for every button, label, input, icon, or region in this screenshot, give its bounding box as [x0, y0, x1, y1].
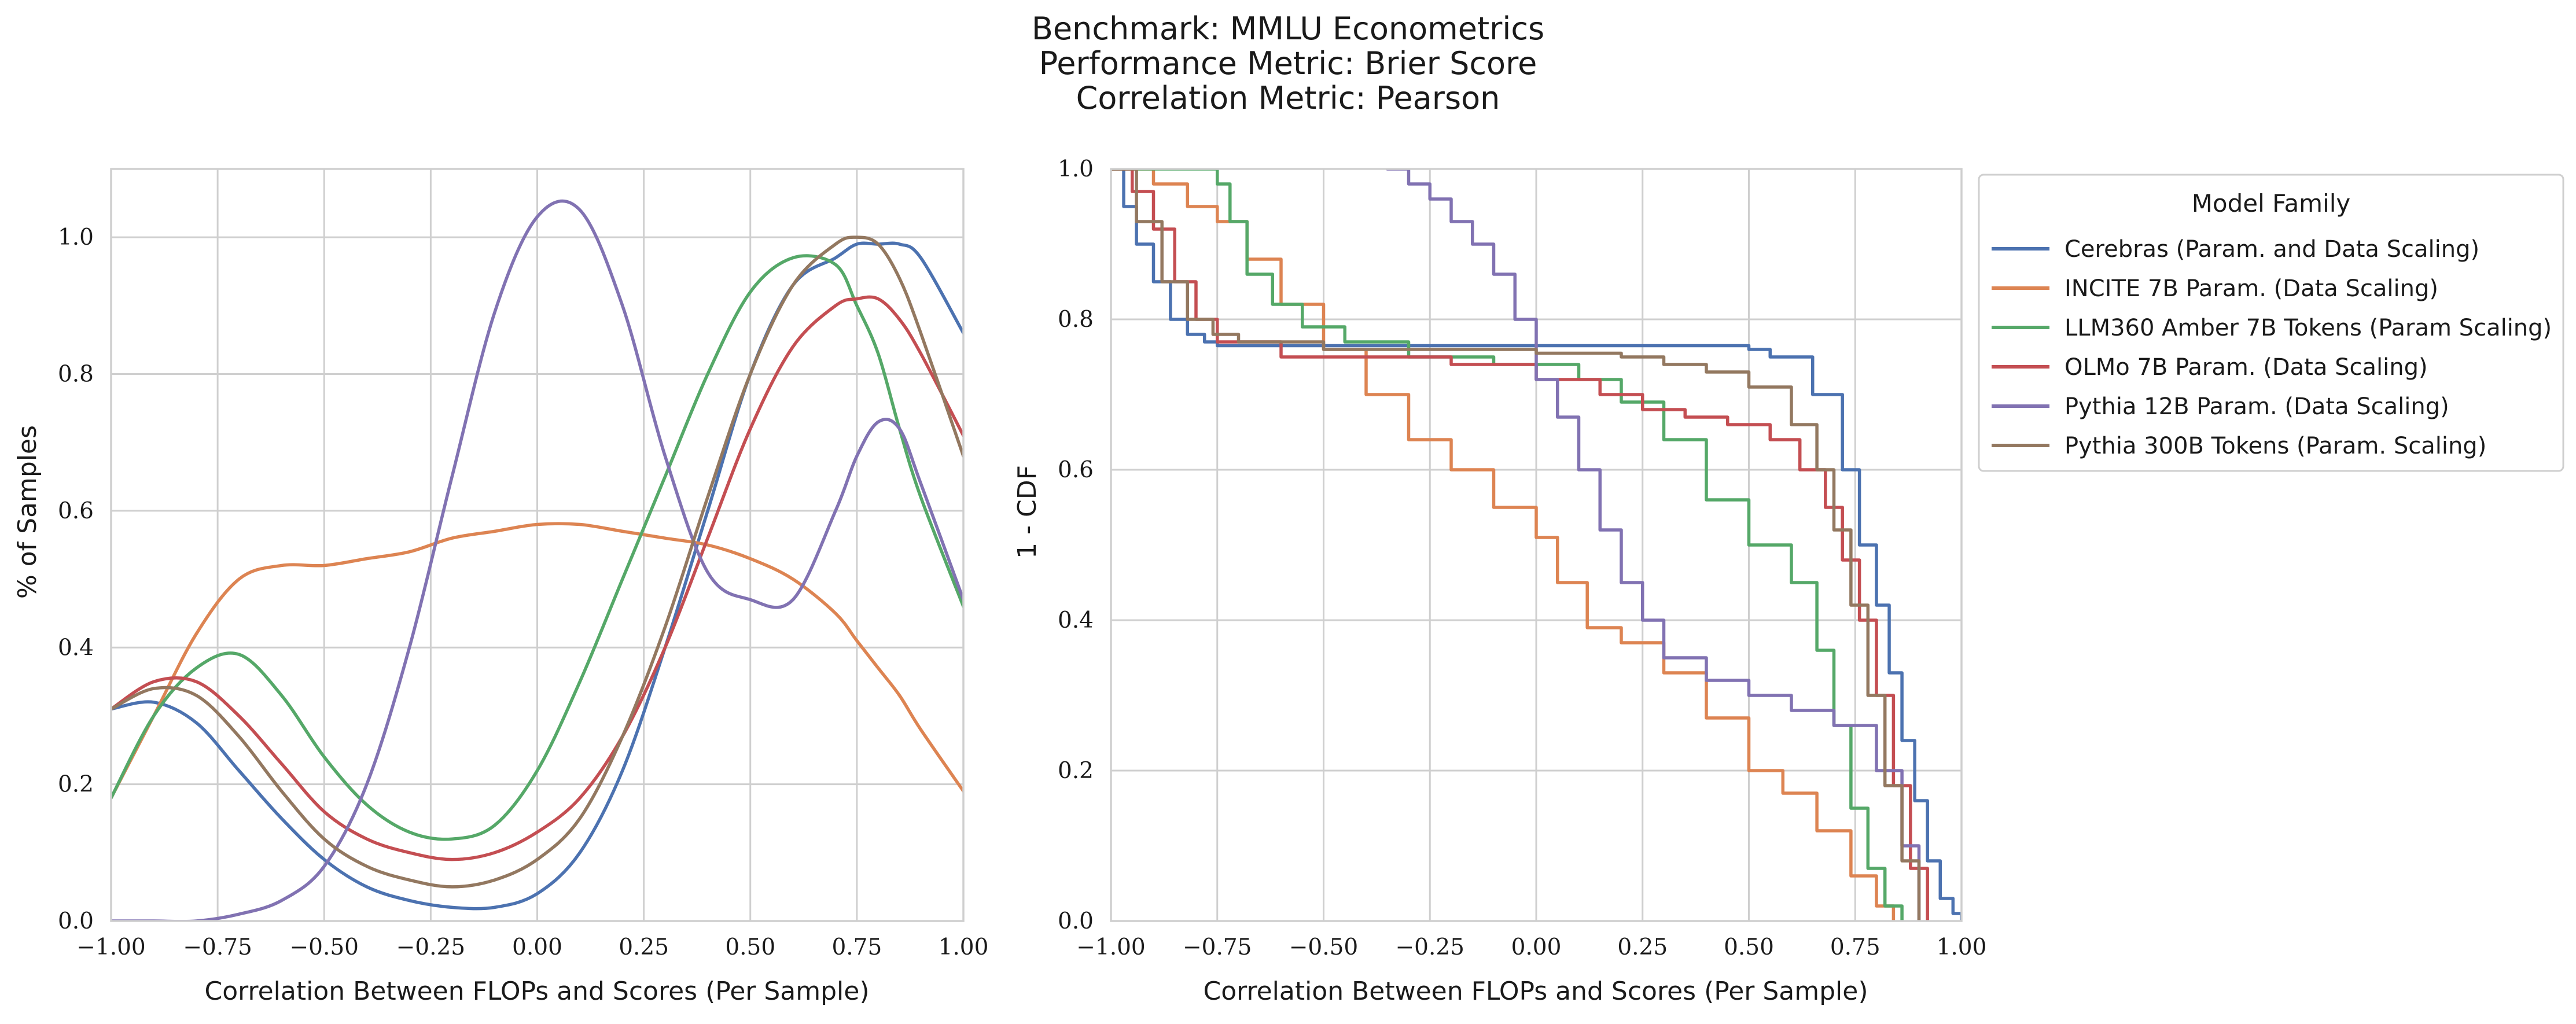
left-series-line-0	[111, 241, 963, 911]
right-plot-frame	[1110, 168, 1963, 922]
legend: Model Family Cerebras (Param. and Data Sc…	[1978, 174, 2564, 472]
survival-chart: −1.00 −0.75 −0.50 −0.25 0.00 0.25 0.50 0.75 1.00…	[1058, 156, 1986, 960]
right-y-tick-label: 0.0	[1058, 908, 1094, 934]
left-y-tick-label: 0.4	[58, 635, 94, 661]
left-x-tick-label: 0.25	[619, 934, 669, 960]
left-x-tick-label: −0.75	[183, 934, 252, 960]
right-y-tick-label: 1.0	[1058, 156, 1094, 182]
legend-entry-4: Pythia 12B Param. (Data Scaling)	[2065, 393, 2449, 420]
right-y-tick-label: 0.4	[1058, 607, 1094, 633]
right-x-tick-label: 1.00	[1937, 934, 1987, 960]
right-series-group	[1111, 169, 1962, 921]
left-x-tick-label: −0.50	[289, 934, 359, 960]
right-x-tick-label: −0.25	[1395, 934, 1464, 960]
legend-entry-3: OLMo 7B Param. (Data Scaling)	[2065, 354, 2428, 381]
left-y-tick-label: 1.0	[58, 224, 94, 251]
right-y-axis-label: 1 - CDF	[1013, 465, 1042, 559]
left-series-line-5	[111, 235, 963, 889]
left-series-line-1	[111, 522, 963, 800]
title-line-2: Performance Metric: Brier Score	[1039, 45, 1537, 82]
right-series-line-5	[1111, 169, 1921, 921]
legend-box	[1978, 174, 2564, 472]
left-series-line-3	[111, 295, 963, 861]
kde-chart: −1.00 −0.75 −0.50 −0.25 0.00 0.25 0.50 0.75 1.00…	[58, 168, 989, 960]
right-series-line-2	[1111, 169, 1904, 921]
right-series-line-4	[1386, 169, 1921, 921]
left-series-group	[111, 199, 963, 921]
left-plot-frame	[110, 168, 965, 922]
right-x-tick-label: 0.25	[1617, 934, 1668, 960]
left-y-tick-label: 0.0	[58, 908, 94, 934]
legend-entry-5: Pythia 300B Tokens (Param. Scaling)	[2065, 433, 2486, 459]
right-y-tick-label: 0.6	[1058, 457, 1094, 483]
right-x-axis-label: Correlation Between FLOPs and Scores (Pe…	[1203, 977, 1868, 1006]
legend-title: Model Family	[2192, 189, 2351, 218]
left-x-tick-label: 0.00	[512, 934, 562, 960]
right-x-tick-label: −1.00	[1076, 934, 1146, 960]
left-series-line-4	[111, 199, 963, 921]
left-y-tick-label: 0.6	[58, 498, 94, 524]
right-x-tick-label: −0.50	[1289, 934, 1359, 960]
left-x-tick-label: −1.00	[76, 934, 146, 960]
left-y-axis-label: % of Samples	[13, 425, 42, 599]
right-x-tick-label: 0.75	[1830, 934, 1881, 960]
title-line-1: Benchmark: MMLU Econometrics	[1032, 10, 1544, 47]
legend-entry-1: INCITE 7B Param. (Data Scaling)	[2065, 275, 2438, 302]
right-y-tick-label: 0.8	[1058, 307, 1094, 333]
left-x-tick-label: 1.00	[939, 934, 989, 960]
left-x-tick-label: 0.50	[725, 934, 775, 960]
right-x-tick-label: 0.00	[1511, 934, 1562, 960]
right-grid	[1110, 168, 1963, 922]
right-x-tick-label: −0.75	[1183, 934, 1252, 960]
left-y-tick-label: 0.2	[58, 772, 94, 798]
legend-entry-2: LLM360 Amber 7B Tokens (Param Scaling)	[2065, 315, 2552, 341]
right-series-line-3	[1111, 169, 1929, 921]
legend-entry-0: Cerebras (Param. and Data Scaling)	[2065, 236, 2479, 263]
right-x-tick-label: 0.50	[1724, 934, 1774, 960]
left-grid	[110, 169, 965, 922]
left-y-tick-label: 0.8	[58, 362, 94, 388]
title-line-3: Correlation Metric: Pearson	[1076, 80, 1500, 116]
left-x-tick-label: −0.25	[396, 934, 466, 960]
right-y-tick-label: 0.2	[1058, 758, 1094, 784]
left-x-tick-label: 0.75	[831, 934, 882, 960]
left-x-axis-label: Correlation Between FLOPs and Scores (Pe…	[204, 977, 869, 1006]
left-series-line-2	[111, 254, 963, 841]
